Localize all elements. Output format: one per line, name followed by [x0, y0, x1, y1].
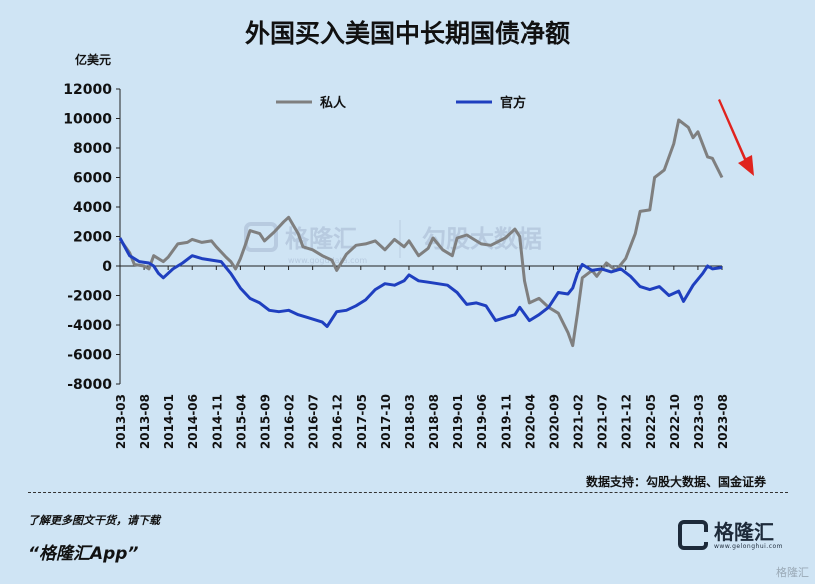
- data-source: 数据支持：勾股大数据、国金证券: [586, 475, 767, 489]
- watermark-icon: [244, 222, 278, 252]
- trend-arrow: [718, 99, 754, 176]
- y-tick-label: 2000: [73, 230, 112, 246]
- logo-url: www.gelonghui.com: [714, 542, 784, 550]
- x-tick-label: 2021-02: [572, 394, 586, 449]
- x-tick-label: 2023-08: [716, 394, 730, 449]
- legend-label: 私人: [320, 95, 347, 111]
- x-tick-label: 2014-06: [186, 394, 200, 449]
- x-tick-label: 2017-10: [379, 394, 393, 449]
- x-tick-label: 2017-05: [355, 394, 369, 449]
- y-axis-label: 亿美元: [75, 52, 111, 67]
- x-tick-label: 2019-06: [475, 394, 489, 449]
- promo-text: 了解更多图文干货，请下载: [28, 514, 160, 527]
- y-tick-label: -8000: [67, 377, 112, 393]
- x-tick-label: 2021-12: [620, 394, 634, 449]
- y-tick-label: -2000: [67, 289, 112, 305]
- y-tick-label: 0: [102, 259, 112, 275]
- chart-title: 外国买入美国中长期国债净额: [244, 19, 570, 48]
- x-tick-label: 2016-07: [307, 394, 321, 449]
- legend-label: 官方: [500, 95, 526, 111]
- x-tick-label: 2019-11: [499, 394, 513, 449]
- brand-logo: 格隆汇 www.gelonghui.com: [678, 515, 783, 555]
- x-tick-label: 2023-03: [692, 394, 706, 449]
- x-tick-label: 2014-01: [162, 394, 176, 449]
- x-tick-label: 2013-03: [114, 394, 128, 449]
- x-tick-label: 2018-08: [427, 394, 441, 449]
- x-tick-label: 2018-03: [403, 394, 417, 449]
- x-tick-label: 2013-08: [138, 394, 152, 449]
- x-tick-label: 2020-09: [547, 394, 561, 449]
- series-line-private: [118, 118, 724, 348]
- y-tick-label: 12000: [63, 82, 112, 98]
- x-tick-label: 2014-11: [210, 394, 224, 449]
- corner-watermark: 格隆汇: [776, 566, 809, 579]
- divider: [28, 492, 788, 493]
- y-tick-label: -6000: [67, 348, 112, 364]
- watermark-url: www.gogudata.com: [288, 256, 367, 265]
- promo-app-name: “格隆汇App”: [28, 544, 139, 564]
- logo-icon: [678, 520, 708, 550]
- y-tick-label: 8000: [73, 141, 112, 157]
- logo-name: 格隆汇: [714, 519, 774, 544]
- x-tick-label: 2022-05: [644, 394, 658, 449]
- x-tick-label: 2016-02: [283, 394, 297, 449]
- y-tick-label: 4000: [73, 200, 112, 216]
- y-tick-label: 6000: [73, 171, 112, 187]
- x-tick-label: 2015-04: [234, 394, 248, 449]
- x-tick-label: 2016-12: [331, 394, 345, 449]
- x-tick-label: 2022-10: [668, 394, 682, 449]
- x-tick-label: 2021-07: [596, 394, 610, 449]
- x-tick-label: 2015-09: [258, 394, 272, 449]
- y-tick-label: 10000: [63, 112, 112, 128]
- series-line-official: [118, 237, 723, 328]
- x-tick-label: 2020-04: [523, 394, 537, 449]
- y-tick-label: -4000: [67, 318, 112, 334]
- x-tick-label: 2019-01: [451, 394, 465, 449]
